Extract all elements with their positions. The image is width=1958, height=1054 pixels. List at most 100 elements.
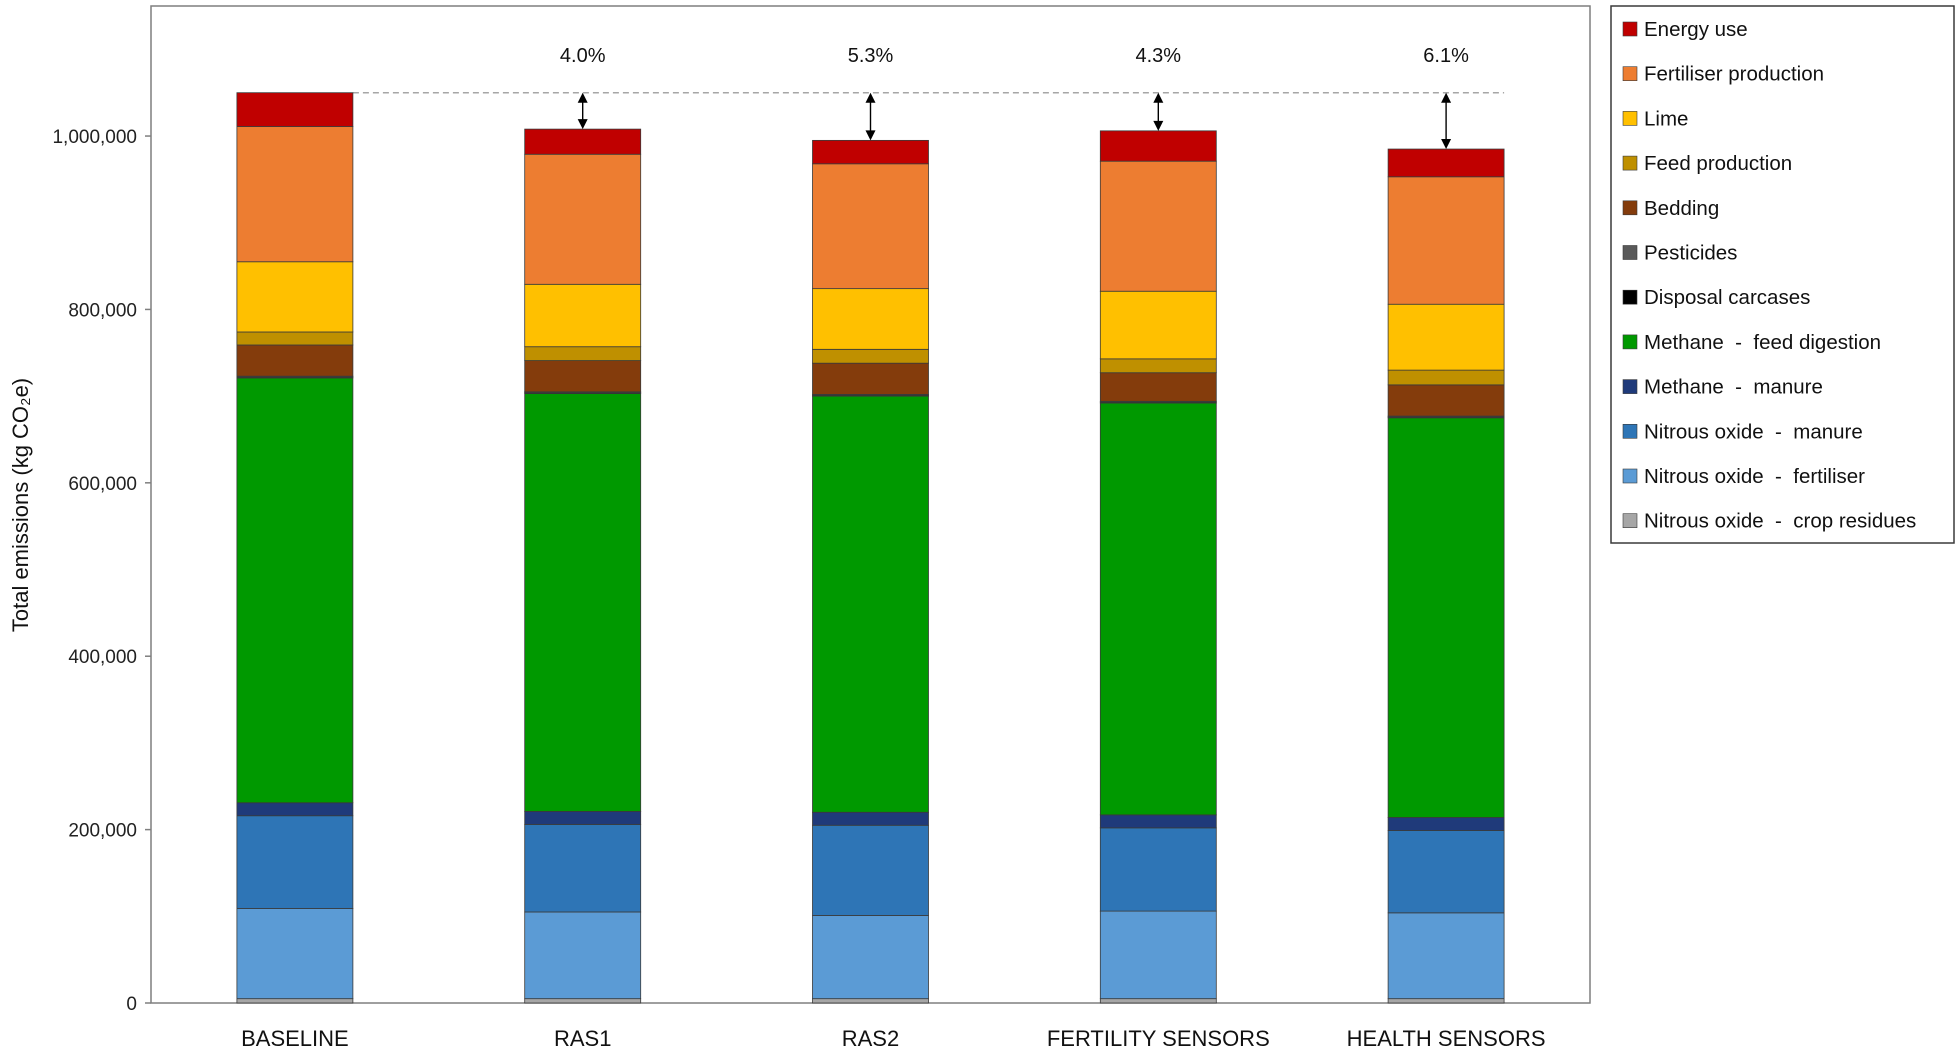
bar-segment — [1099, 130, 1217, 162]
legend-swatch — [1622, 334, 1638, 350]
bar-segment — [524, 346, 642, 361]
reduction-label: 6.1% — [1423, 45, 1469, 67]
bar-segment — [236, 261, 354, 333]
legend-label: Feed production — [1644, 152, 1792, 175]
bar-segment — [524, 998, 642, 1004]
bar-segment — [812, 288, 929, 350]
y-axis: 0 200,000 400,000 600,000 800,000 1,000,000 — [52, 127, 151, 1015]
bar-segment — [524, 393, 642, 812]
legend-swatch — [1622, 513, 1638, 529]
bar-segment — [1387, 384, 1505, 417]
bar-segment — [812, 811, 929, 826]
legend-swatch — [1622, 423, 1638, 439]
bar-segment — [1099, 372, 1217, 402]
legend-label: Disposal carcases — [1644, 286, 1810, 309]
y-tick-label: 0 — [126, 994, 137, 1015]
reduction-label: 5.3% — [848, 45, 894, 67]
legend-swatch — [1622, 21, 1638, 37]
legend-label: Bedding — [1644, 197, 1719, 220]
bar-segment — [236, 802, 354, 817]
bar-segment — [1387, 369, 1505, 386]
reduction-arrow-head-down — [1441, 139, 1452, 150]
x-tick-label: BASELINE — [241, 1026, 349, 1051]
bar-segment — [812, 163, 929, 290]
bar-segment — [1099, 402, 1217, 816]
y-tick-label: 1,000,000 — [52, 127, 137, 148]
bar-segment — [236, 998, 354, 1004]
bar-segment — [812, 824, 929, 916]
bar-segment — [524, 811, 642, 825]
bar-segment — [236, 344, 354, 377]
bar-segment — [1387, 912, 1505, 1000]
legend-label: Methane - feed digestion — [1644, 331, 1881, 354]
reduction-arrows: 4.0% 5.3% 4.3% 6.1% — [560, 45, 1469, 150]
legend-box — [1610, 5, 1955, 544]
x-tick-label: HEALTH SENSORS — [1347, 1026, 1546, 1051]
bar-segment — [1387, 148, 1505, 178]
bar-segment — [1099, 827, 1217, 912]
reduction-arrow-head-up — [1153, 92, 1164, 103]
bar-segment — [236, 331, 354, 346]
bar-segment — [1099, 998, 1217, 1004]
legend-label: Fertiliser production — [1644, 63, 1824, 86]
bar-segment — [524, 824, 642, 913]
y-tick-label: 800,000 — [68, 300, 137, 321]
reduction-arrow-head-up — [577, 92, 588, 103]
bar-segment — [236, 908, 354, 1000]
bar-segment — [1099, 814, 1217, 829]
bar-segment — [1387, 817, 1505, 831]
legend-label: Pesticides — [1644, 242, 1737, 265]
legend-swatch — [1622, 200, 1638, 216]
legend-swatch — [1622, 155, 1638, 171]
bar-segment — [1099, 160, 1217, 292]
legend-label: Lime — [1644, 107, 1688, 130]
bar-segment — [524, 283, 642, 348]
bar-segment — [1387, 830, 1505, 914]
bar-segment — [524, 153, 642, 285]
bar-segment — [812, 362, 929, 395]
x-axis-labels: BASELINE RAS1 RAS2 FERTILITY SENSORS HEALTH … — [241, 1026, 1545, 1051]
bars-group — [236, 92, 1505, 1004]
bar-segment — [236, 92, 354, 127]
bar-segment — [812, 139, 929, 165]
bar-segment — [812, 915, 929, 1000]
bar-segment — [812, 348, 929, 364]
legend: Energy use Fertiliser production Lime Feed … — [1610, 5, 1955, 544]
legend-label: Nitrous oxide - manure — [1644, 420, 1863, 443]
legend-swatch — [1622, 245, 1638, 260]
bar-segment — [236, 815, 354, 909]
y-tick-label: 400,000 — [68, 647, 137, 668]
legend-label: Nitrous oxide - fertiliser — [1644, 465, 1865, 488]
y-tick-label: 600,000 — [68, 474, 137, 495]
bar-segment — [1099, 358, 1217, 374]
bar-segment — [812, 395, 929, 813]
legend-swatch — [1622, 66, 1638, 81]
bar-segment — [524, 128, 642, 155]
reduction-arrow-head-down — [577, 119, 588, 130]
bar-segment — [1387, 303, 1505, 371]
bar-segment — [236, 126, 354, 263]
legend-label: Nitrous oxide - crop residues — [1644, 510, 1916, 533]
y-tick-label: 200,000 — [68, 821, 137, 842]
legend-label: Energy use — [1644, 18, 1748, 41]
reduction-arrow-head-up — [1441, 92, 1452, 103]
reduction-arrow-head-up — [865, 92, 876, 103]
legend-swatch — [1622, 289, 1638, 305]
x-tick-label: RAS2 — [842, 1026, 899, 1051]
bar-segment — [1387, 176, 1505, 305]
legend-swatch — [1622, 468, 1638, 484]
bar-segment — [1387, 417, 1505, 818]
bar-segment — [524, 911, 642, 1000]
reduction-arrow-head-down — [1153, 120, 1164, 131]
bar-segment — [1099, 910, 1217, 1000]
bar-segment — [1387, 998, 1505, 1004]
y-axis-label: Total emissions (kg CO₂e) — [8, 378, 33, 632]
x-tick-label: RAS1 — [554, 1026, 611, 1051]
legend-swatch — [1622, 379, 1638, 394]
legend-swatch — [1622, 111, 1638, 126]
bar-segment — [812, 998, 929, 1004]
x-tick-label: FERTILITY SENSORS — [1047, 1026, 1270, 1051]
legend-label: Methane - manure — [1644, 376, 1823, 399]
reduction-label: 4.0% — [560, 45, 606, 67]
